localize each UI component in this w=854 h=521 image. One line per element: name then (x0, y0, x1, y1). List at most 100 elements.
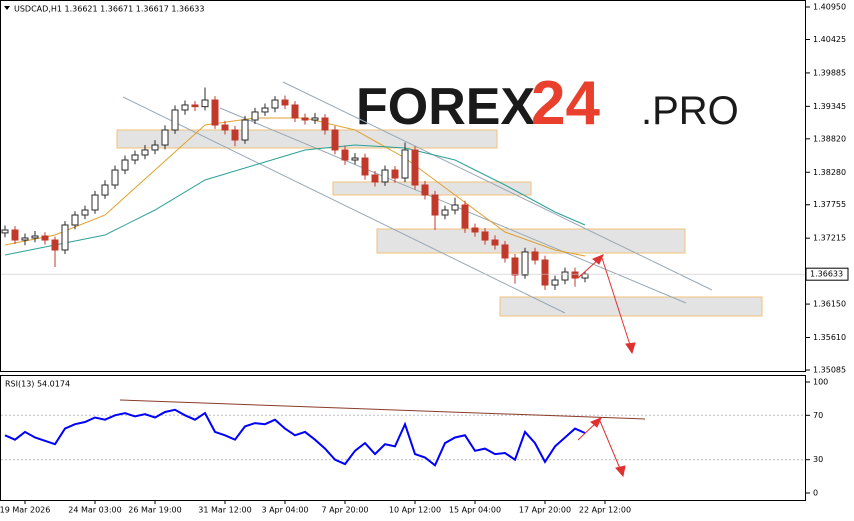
candle-body (311, 117, 319, 121)
rsi-trend-line (119, 399, 646, 420)
candle-body (131, 154, 139, 161)
last-price-box (805, 267, 849, 281)
zone (332, 181, 532, 196)
rsi-tick-label: 100 (813, 378, 828, 387)
x-tick-label: 7 Apr 20:00 (321, 506, 368, 515)
candle-body (581, 273, 589, 279)
candle-body (211, 99, 219, 126)
watermark: FOREX 24 .PRO (356, 69, 739, 138)
candle-body (291, 104, 299, 119)
candle-body (261, 107, 269, 113)
candle-body (1, 229, 9, 234)
candle-body (271, 99, 279, 109)
y-tick-label: 1.40425 (813, 35, 846, 44)
candle-body (431, 194, 439, 216)
forecast-arrows (119, 254, 646, 478)
y-tick-label: 1.35610 (813, 333, 846, 342)
y-tick-label: 1.37755 (813, 200, 846, 209)
candle-body (121, 159, 129, 171)
candle-body (341, 149, 349, 161)
x-tick-label: 26 Mar 19:00 (128, 506, 181, 515)
candle-body (361, 157, 369, 176)
last-price-label: 1.36633 (810, 270, 843, 279)
rsi-panel (0, 375, 806, 501)
arrow (599, 420, 622, 472)
trend-line (282, 81, 713, 291)
zone (376, 228, 686, 254)
candle-body (461, 204, 469, 229)
candle-body (391, 169, 399, 179)
candle-body (451, 204, 459, 211)
candle-body (81, 209, 89, 216)
header: USDCAD,H1 1.36621 1.36671 1.36617 1.3663… (14, 5, 204, 14)
candle-body (571, 271, 579, 279)
candle-body (251, 111, 259, 121)
y-tick-label: 1.38280 (813, 168, 846, 177)
annotations (116, 129, 763, 317)
moving-average (4, 144, 586, 256)
arrow-head (592, 254, 604, 265)
x-tick-label: 22 Apr 12:00 (579, 506, 631, 515)
x-tick-label: 17 Apr 20:00 (519, 506, 571, 515)
candle-body (301, 117, 309, 121)
candle-body (481, 231, 489, 241)
candle-body (491, 239, 499, 246)
x-tick-label: 31 Mar 12:00 (198, 506, 251, 515)
x-tick-label: 24 Mar 03:00 (68, 506, 121, 515)
watermark-suffix: .PRO (641, 89, 739, 133)
arrow-head (625, 342, 636, 355)
y-tick-label: 1.36150 (813, 300, 846, 309)
rsi-tick-label: 70 (813, 411, 823, 420)
candle-body (371, 174, 379, 183)
y-tick-label: 1.39345 (813, 102, 846, 111)
y-tick-label: 1.38820 (813, 134, 846, 143)
candle-body (51, 239, 59, 251)
candle-body (201, 99, 209, 108)
y-tick-label: 1.37215 (813, 234, 846, 243)
plot: 1.40950 1.40425 1.39885 1.39345 1.38820 1.382… (0, 3, 849, 515)
zone (116, 129, 498, 149)
x-tick-label: 10 Apr 12:00 (389, 506, 441, 515)
candle-body (381, 169, 389, 183)
x-tick-label: 15 Apr 04:00 (449, 506, 501, 515)
zone (499, 296, 763, 317)
candle-body (141, 149, 149, 156)
rsi-tick-label: 0 (813, 489, 818, 498)
candle-body (31, 235, 39, 239)
candle-body (21, 237, 29, 241)
candle-body (511, 257, 519, 276)
x-tick-label: 3 Apr 04:00 (261, 506, 308, 515)
x-tick-label: 19 Mar 2026 (0, 506, 50, 515)
y-tick-label: 1.40950 (813, 3, 846, 12)
candle-body (61, 224, 69, 251)
arrow-head (590, 417, 602, 428)
y-tick-label: 1.39885 (813, 68, 846, 77)
candle-body (91, 194, 99, 211)
candle-body (531, 251, 539, 261)
arrow-head (615, 465, 626, 478)
rsi-tick-label: 30 (813, 455, 823, 464)
candle-body (71, 214, 79, 226)
candle-body (11, 229, 19, 241)
candle-body (171, 109, 179, 131)
candle-body (501, 244, 509, 259)
rsi-line (4, 408, 586, 467)
arrow (601, 257, 632, 349)
candle-body (41, 235, 49, 241)
candle-body (441, 209, 449, 216)
candle-body (161, 129, 169, 146)
candle-body (231, 129, 239, 141)
y-tick-label: 1.35085 (813, 366, 846, 375)
candle-body (351, 157, 359, 161)
candle-body (411, 149, 419, 186)
candle-body (101, 184, 109, 196)
candle-body (281, 99, 289, 106)
candle-body (191, 104, 199, 108)
candle-body (401, 149, 409, 179)
candle-body (471, 227, 479, 233)
candle-body (551, 279, 559, 286)
candle-body (181, 104, 189, 111)
price-panel (0, 0, 806, 372)
